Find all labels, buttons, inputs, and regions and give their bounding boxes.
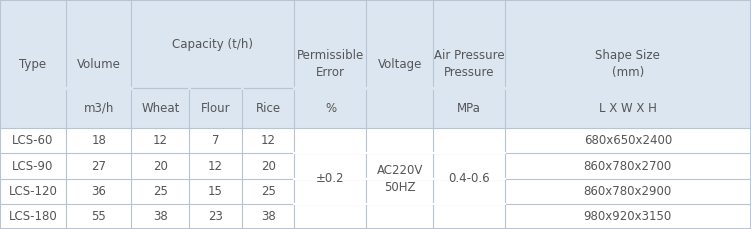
Text: 20: 20 xyxy=(153,160,167,172)
Text: ±0.2: ±0.2 xyxy=(316,172,345,185)
Text: 23: 23 xyxy=(208,210,223,223)
Text: 38: 38 xyxy=(153,210,167,223)
Text: Permissible
Error: Permissible Error xyxy=(297,49,364,79)
Text: LCS-60: LCS-60 xyxy=(12,134,54,147)
Text: m3/h: m3/h xyxy=(83,102,114,115)
Text: 36: 36 xyxy=(92,185,106,198)
Text: Rice: Rice xyxy=(255,102,281,115)
Text: 860x780x2700: 860x780x2700 xyxy=(584,160,672,172)
Text: MPa: MPa xyxy=(457,102,481,115)
Text: 25: 25 xyxy=(153,185,167,198)
Text: LCS-180: LCS-180 xyxy=(9,210,57,223)
Text: 25: 25 xyxy=(261,185,276,198)
Text: 12: 12 xyxy=(208,160,223,172)
Text: Shape Size
(mm): Shape Size (mm) xyxy=(596,49,660,79)
Text: 680x650x2400: 680x650x2400 xyxy=(584,134,672,147)
Text: 20: 20 xyxy=(261,160,276,172)
Text: 55: 55 xyxy=(92,210,106,223)
Bar xyxy=(0,128,751,153)
Text: Capacity (t/h): Capacity (t/h) xyxy=(173,38,253,51)
Text: AC220V
50HZ: AC220V 50HZ xyxy=(377,164,423,194)
Text: 38: 38 xyxy=(261,210,276,223)
Bar xyxy=(0,179,751,204)
Text: Volume: Volume xyxy=(77,58,121,71)
Text: Type: Type xyxy=(20,58,47,71)
Bar xyxy=(0,88,751,128)
Text: %: % xyxy=(325,102,336,115)
Text: 15: 15 xyxy=(208,185,223,198)
Text: 980x920x3150: 980x920x3150 xyxy=(584,210,672,223)
Text: 12: 12 xyxy=(261,134,276,147)
Text: L X W X H: L X W X H xyxy=(599,102,657,115)
Text: Flour: Flour xyxy=(201,102,231,115)
Bar xyxy=(0,0,751,88)
Text: 12: 12 xyxy=(153,134,167,147)
Text: LCS-90: LCS-90 xyxy=(12,160,54,172)
Text: 7: 7 xyxy=(212,134,219,147)
Bar xyxy=(0,204,751,229)
Text: Voltage: Voltage xyxy=(378,58,422,71)
Text: 18: 18 xyxy=(92,134,106,147)
Text: 0.4-0.6: 0.4-0.6 xyxy=(448,172,490,185)
Text: Air Pressure
Pressure: Air Pressure Pressure xyxy=(433,49,505,79)
Text: 860x780x2900: 860x780x2900 xyxy=(584,185,672,198)
Text: LCS-120: LCS-120 xyxy=(8,185,58,198)
Text: Wheat: Wheat xyxy=(141,102,179,115)
Bar xyxy=(0,153,751,179)
Text: 27: 27 xyxy=(92,160,106,172)
